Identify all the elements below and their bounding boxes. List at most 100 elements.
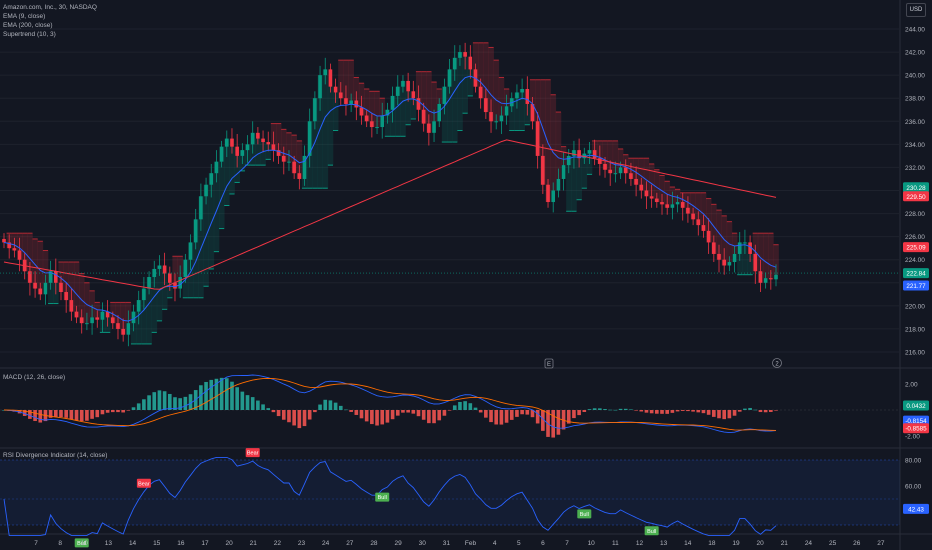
macd-histogram-bar — [541, 410, 545, 431]
macd-histogram-bar — [489, 410, 493, 423]
time-tick-label: 10 — [588, 540, 596, 547]
macd-histogram-bar — [686, 410, 690, 412]
macd-histogram-bar — [307, 410, 312, 420]
macd-histogram-bar — [452, 405, 457, 410]
candle-body — [530, 103, 535, 122]
macd-histogram-bar — [623, 408, 628, 410]
candle-body — [535, 121, 540, 156]
time-axis: 7 8 10 13 14 15 16 17 20 21 22 23 24 27 28 29 30 31 Feb 4 5 6… — [34, 540, 885, 547]
time-tick-label: 11 — [612, 540, 619, 547]
candle-body — [644, 190, 649, 197]
supertrend-fill — [659, 175, 665, 205]
candle-body — [33, 282, 37, 289]
macd-histogram-bar — [406, 410, 410, 413]
candle-body — [53, 271, 58, 283]
macd-histogram-bar — [774, 410, 778, 411]
supertrend-fill — [42, 250, 49, 283]
supertrend-fill — [742, 242, 748, 275]
candle-body — [561, 165, 566, 179]
supertrend-fill — [550, 94, 557, 191]
candle-body — [85, 323, 89, 325]
macd-histogram-bar — [110, 410, 115, 413]
ema200-line — [3, 139, 777, 290]
candle-body — [116, 323, 120, 329]
rsi-signal-label: Bear — [138, 481, 150, 487]
macd-histogram-bar — [48, 410, 53, 418]
legend-supertrend: Supertrend (10, 3) — [3, 31, 56, 38]
macd-histogram-bar — [142, 399, 146, 410]
time-tick-label: 20 — [757, 540, 765, 547]
macd-histogram-bar — [732, 410, 737, 416]
supertrend-fill — [446, 69, 453, 143]
supertrend-fill — [213, 161, 220, 252]
rsi-value-badge — [903, 503, 929, 514]
candle-body — [74, 311, 79, 318]
candle-body — [774, 274, 778, 280]
macd-histogram-bar — [458, 401, 462, 410]
price-tick-label: 238.00 — [905, 96, 925, 103]
macd-histogram-bar — [401, 410, 405, 413]
supertrend-fill — [32, 238, 38, 289]
candle-body — [276, 150, 281, 156]
macd-histogram-bar — [95, 410, 100, 418]
macd-histogram-bar — [530, 410, 535, 418]
macd-histogram-bar — [680, 410, 685, 411]
macd-histogram-bar — [737, 410, 742, 412]
supertrend-fill — [768, 233, 774, 280]
supertrend-fill — [607, 140, 614, 174]
time-tick-label: 7 — [34, 540, 38, 547]
macd-histogram-bar — [136, 403, 141, 410]
candle-body — [209, 173, 214, 185]
candle-body — [769, 278, 773, 280]
candle-body — [748, 242, 752, 254]
macd-histogram-bar — [743, 408, 747, 410]
gridlines — [0, 28, 900, 353]
supertrend-fill — [63, 262, 70, 301]
macd-badge — [903, 400, 929, 411]
supertrend-fill — [208, 173, 215, 269]
candle-body — [427, 123, 431, 133]
macd-histogram-bar — [354, 410, 359, 415]
currency-button[interactable]: USD — [906, 3, 926, 17]
macd-histogram-bar — [100, 410, 105, 415]
candle-body — [375, 127, 379, 129]
candle-body — [680, 202, 685, 208]
macd-histogram-bar — [442, 410, 447, 416]
ema9-line — [3, 75, 777, 322]
candle-body — [214, 161, 219, 174]
rsi-line — [3, 456, 777, 536]
supertrend-fill — [457, 52, 463, 131]
candle-body — [649, 196, 654, 199]
candle-body — [701, 225, 706, 231]
supertrend-fill — [643, 158, 650, 197]
rsi-value-badge-label: 42.43 — [908, 506, 924, 513]
candle-body — [193, 219, 198, 243]
supertrend-fill — [322, 69, 329, 189]
supertrend-fill — [156, 265, 163, 321]
symbol-title: Amazon.com, Inc., 30, NASDAQ — [3, 4, 97, 11]
macd-histogram-bar — [582, 410, 587, 413]
supertrend-fill — [286, 132, 292, 162]
candle-body — [737, 242, 742, 254]
supertrend-fill — [566, 155, 572, 212]
macd-histogram-bar — [245, 395, 250, 410]
candle-body — [727, 262, 732, 266]
candle-body — [359, 107, 364, 116]
price-badge-label: 229.50 — [906, 194, 926, 201]
candle-body — [173, 282, 177, 289]
time-tick-label: 23 — [298, 540, 306, 547]
candle-body — [743, 242, 747, 244]
candle-body — [178, 277, 182, 289]
macd-histogram-bar — [261, 404, 265, 410]
macd-histogram-bar — [209, 379, 214, 410]
time-tick-label: Feb — [465, 540, 477, 547]
candle-body — [121, 328, 125, 335]
candle-body — [489, 112, 493, 122]
price-badge — [903, 268, 929, 279]
supertrend-fill — [374, 91, 380, 128]
macd-histogram-bar — [199, 385, 203, 410]
candles — [2, 42, 778, 347]
candle-body — [142, 288, 146, 301]
macd-histogram-bar — [157, 390, 162, 410]
